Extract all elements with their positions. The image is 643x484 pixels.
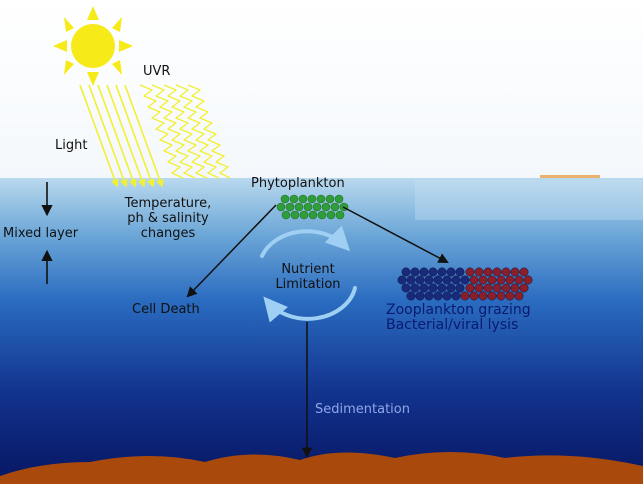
zooplankton-cluster-icon [397,267,533,301]
light-rays-icon [79,84,164,188]
ocean-water [0,178,643,484]
nutrient-line-1: Nutrient [281,262,335,277]
temperature-line-2: ph & salinity [127,211,209,226]
zooplankton-line-2: Bacterial/viral lysis [386,317,519,333]
zooplankton-line-1: Zooplankton grazing [386,302,531,318]
mixed-layer-label: Mixed layer [3,226,79,241]
temperature-line-1: Temperature, [124,196,212,211]
temperature-line-3: changes [140,226,196,241]
nutrient-cycle-icon [260,225,357,323]
arrow-to-zooplankton [342,206,449,263]
uvr-rays-icon [139,84,231,179]
phytoplankton-cluster-icon [276,194,349,220]
phytoplankton-label: Phytoplankton [251,176,345,191]
temperature-ph-salinity-label: Temperature, ph & salinity changes [112,196,224,241]
sedimentation-label: Sedimentation [315,402,410,417]
surface-glare-accent [540,175,600,178]
light-label: Light [55,138,88,153]
zooplankton-label: Zooplankton grazing Bacterial/viral lysi… [386,303,531,333]
seabed-sediment [0,452,643,484]
arrow-to-cell-death [186,204,277,298]
nutrient-line-2: Limitation [275,277,341,292]
sun-icon [53,6,133,86]
surface-glare [415,180,643,220]
uvr-label: UVR [143,64,171,79]
cell-death-label: Cell Death [132,302,200,317]
nutrient-limitation-label: Nutrient Limitation [258,262,358,292]
